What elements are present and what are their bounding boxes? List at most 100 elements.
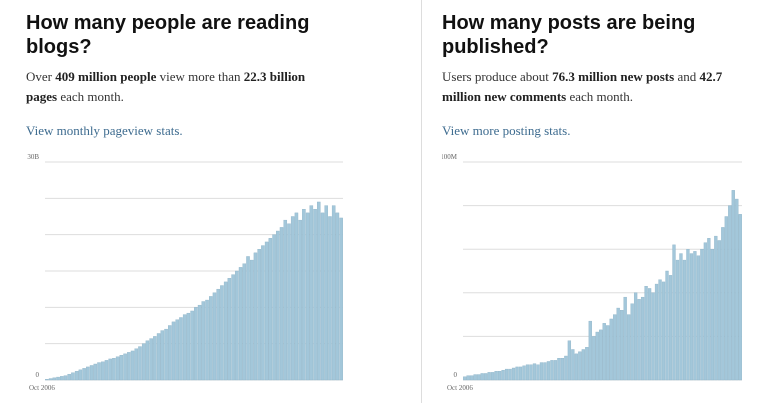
- bar: [246, 256, 250, 381]
- subtitle-part: view more than: [156, 69, 244, 84]
- bar: [731, 190, 735, 381]
- bar: [156, 333, 161, 381]
- bar: [71, 372, 75, 381]
- bar: [599, 329, 603, 381]
- panel: How many people are reading blogs? Over 4…: [26, 0, 356, 403]
- bar: [494, 371, 498, 381]
- bar: [220, 285, 224, 381]
- bar: [93, 363, 98, 381]
- bar: [216, 288, 220, 381]
- bar: [532, 363, 537, 381]
- bar: [714, 235, 718, 381]
- x-tick-label: Oct 2006: [29, 384, 55, 392]
- bar: [238, 267, 243, 381]
- bar: [257, 248, 261, 381]
- bar: [127, 352, 131, 381]
- bar: [52, 377, 57, 381]
- bar: [231, 274, 235, 381]
- bar: [700, 248, 704, 381]
- bar: [463, 376, 467, 381]
- bar: [710, 248, 715, 381]
- bar: [268, 238, 273, 381]
- bar: [164, 328, 168, 381]
- bar: [578, 351, 582, 381]
- bar: [466, 375, 470, 381]
- bar: [104, 360, 109, 381]
- stats-link[interactable]: View monthly pageview stats.: [26, 123, 183, 138]
- bar: [717, 240, 721, 381]
- bar: [313, 209, 317, 381]
- bar: [644, 286, 648, 381]
- bar: [335, 212, 340, 381]
- bar: [223, 281, 228, 381]
- bar: [138, 346, 142, 381]
- bar: [497, 371, 502, 381]
- bar: [67, 373, 71, 381]
- bar: [668, 275, 673, 381]
- bar: [735, 198, 739, 381]
- y-tick-label: 100M: [442, 153, 458, 161]
- bar: [212, 292, 217, 381]
- bar: [149, 338, 153, 381]
- bar: [640, 296, 645, 381]
- bar: [78, 369, 83, 381]
- bar: [227, 278, 232, 381]
- bar: [536, 364, 540, 381]
- bar: [480, 373, 484, 381]
- bar: [175, 319, 180, 381]
- subtitle: Over 409 million people view more than 2…: [26, 67, 336, 107]
- y-tick-label: 30B: [27, 153, 39, 161]
- bar: [693, 251, 697, 381]
- bar: [550, 360, 554, 381]
- bar: [182, 314, 187, 381]
- bar: [283, 219, 288, 381]
- bar: [261, 245, 265, 381]
- bar: [511, 367, 516, 381]
- bar: [606, 325, 610, 381]
- y-tick-label: 0: [454, 371, 458, 379]
- subtitle-part: and: [674, 69, 700, 84]
- subtitle: Users produce about 76.3 million new pos…: [442, 67, 752, 107]
- subtitle-part: 409 million people: [55, 69, 157, 84]
- bar: [130, 350, 135, 381]
- subtitle-part: Users produce about: [442, 69, 553, 84]
- bar: [477, 374, 481, 381]
- bar: [501, 369, 505, 381]
- bar: [153, 336, 157, 381]
- bar: [665, 270, 669, 381]
- bar: [508, 368, 512, 381]
- divider: [421, 0, 422, 403]
- bar: [613, 314, 617, 381]
- bar: [302, 209, 306, 381]
- bar: [470, 375, 474, 381]
- bar: [328, 216, 332, 381]
- bar: [197, 304, 202, 381]
- bar: [574, 353, 578, 381]
- subtitle-part: 42.7 million new comments: [442, 69, 723, 104]
- y-tick-label: 0: [36, 371, 40, 379]
- bar: [298, 219, 302, 381]
- bar: [112, 358, 116, 381]
- bar: [647, 288, 652, 381]
- bar: [529, 364, 533, 381]
- bar: [595, 331, 599, 381]
- bar: [487, 372, 491, 381]
- bar: [491, 372, 495, 381]
- bar: [515, 366, 519, 381]
- bar: [473, 374, 477, 381]
- bar: [689, 253, 694, 381]
- bar: [190, 310, 194, 381]
- bar: [675, 259, 680, 381]
- bar: [616, 307, 620, 381]
- bar: [339, 217, 343, 381]
- bar: [201, 301, 206, 381]
- bar: [553, 360, 558, 381]
- bar: [728, 205, 732, 381]
- x-tick-label: Oct 2006: [447, 384, 473, 392]
- bar: [518, 366, 523, 381]
- stats-link[interactable]: View more posting stats.: [442, 123, 571, 138]
- bar: [168, 325, 172, 381]
- bar: [571, 349, 575, 381]
- bar: [97, 362, 101, 381]
